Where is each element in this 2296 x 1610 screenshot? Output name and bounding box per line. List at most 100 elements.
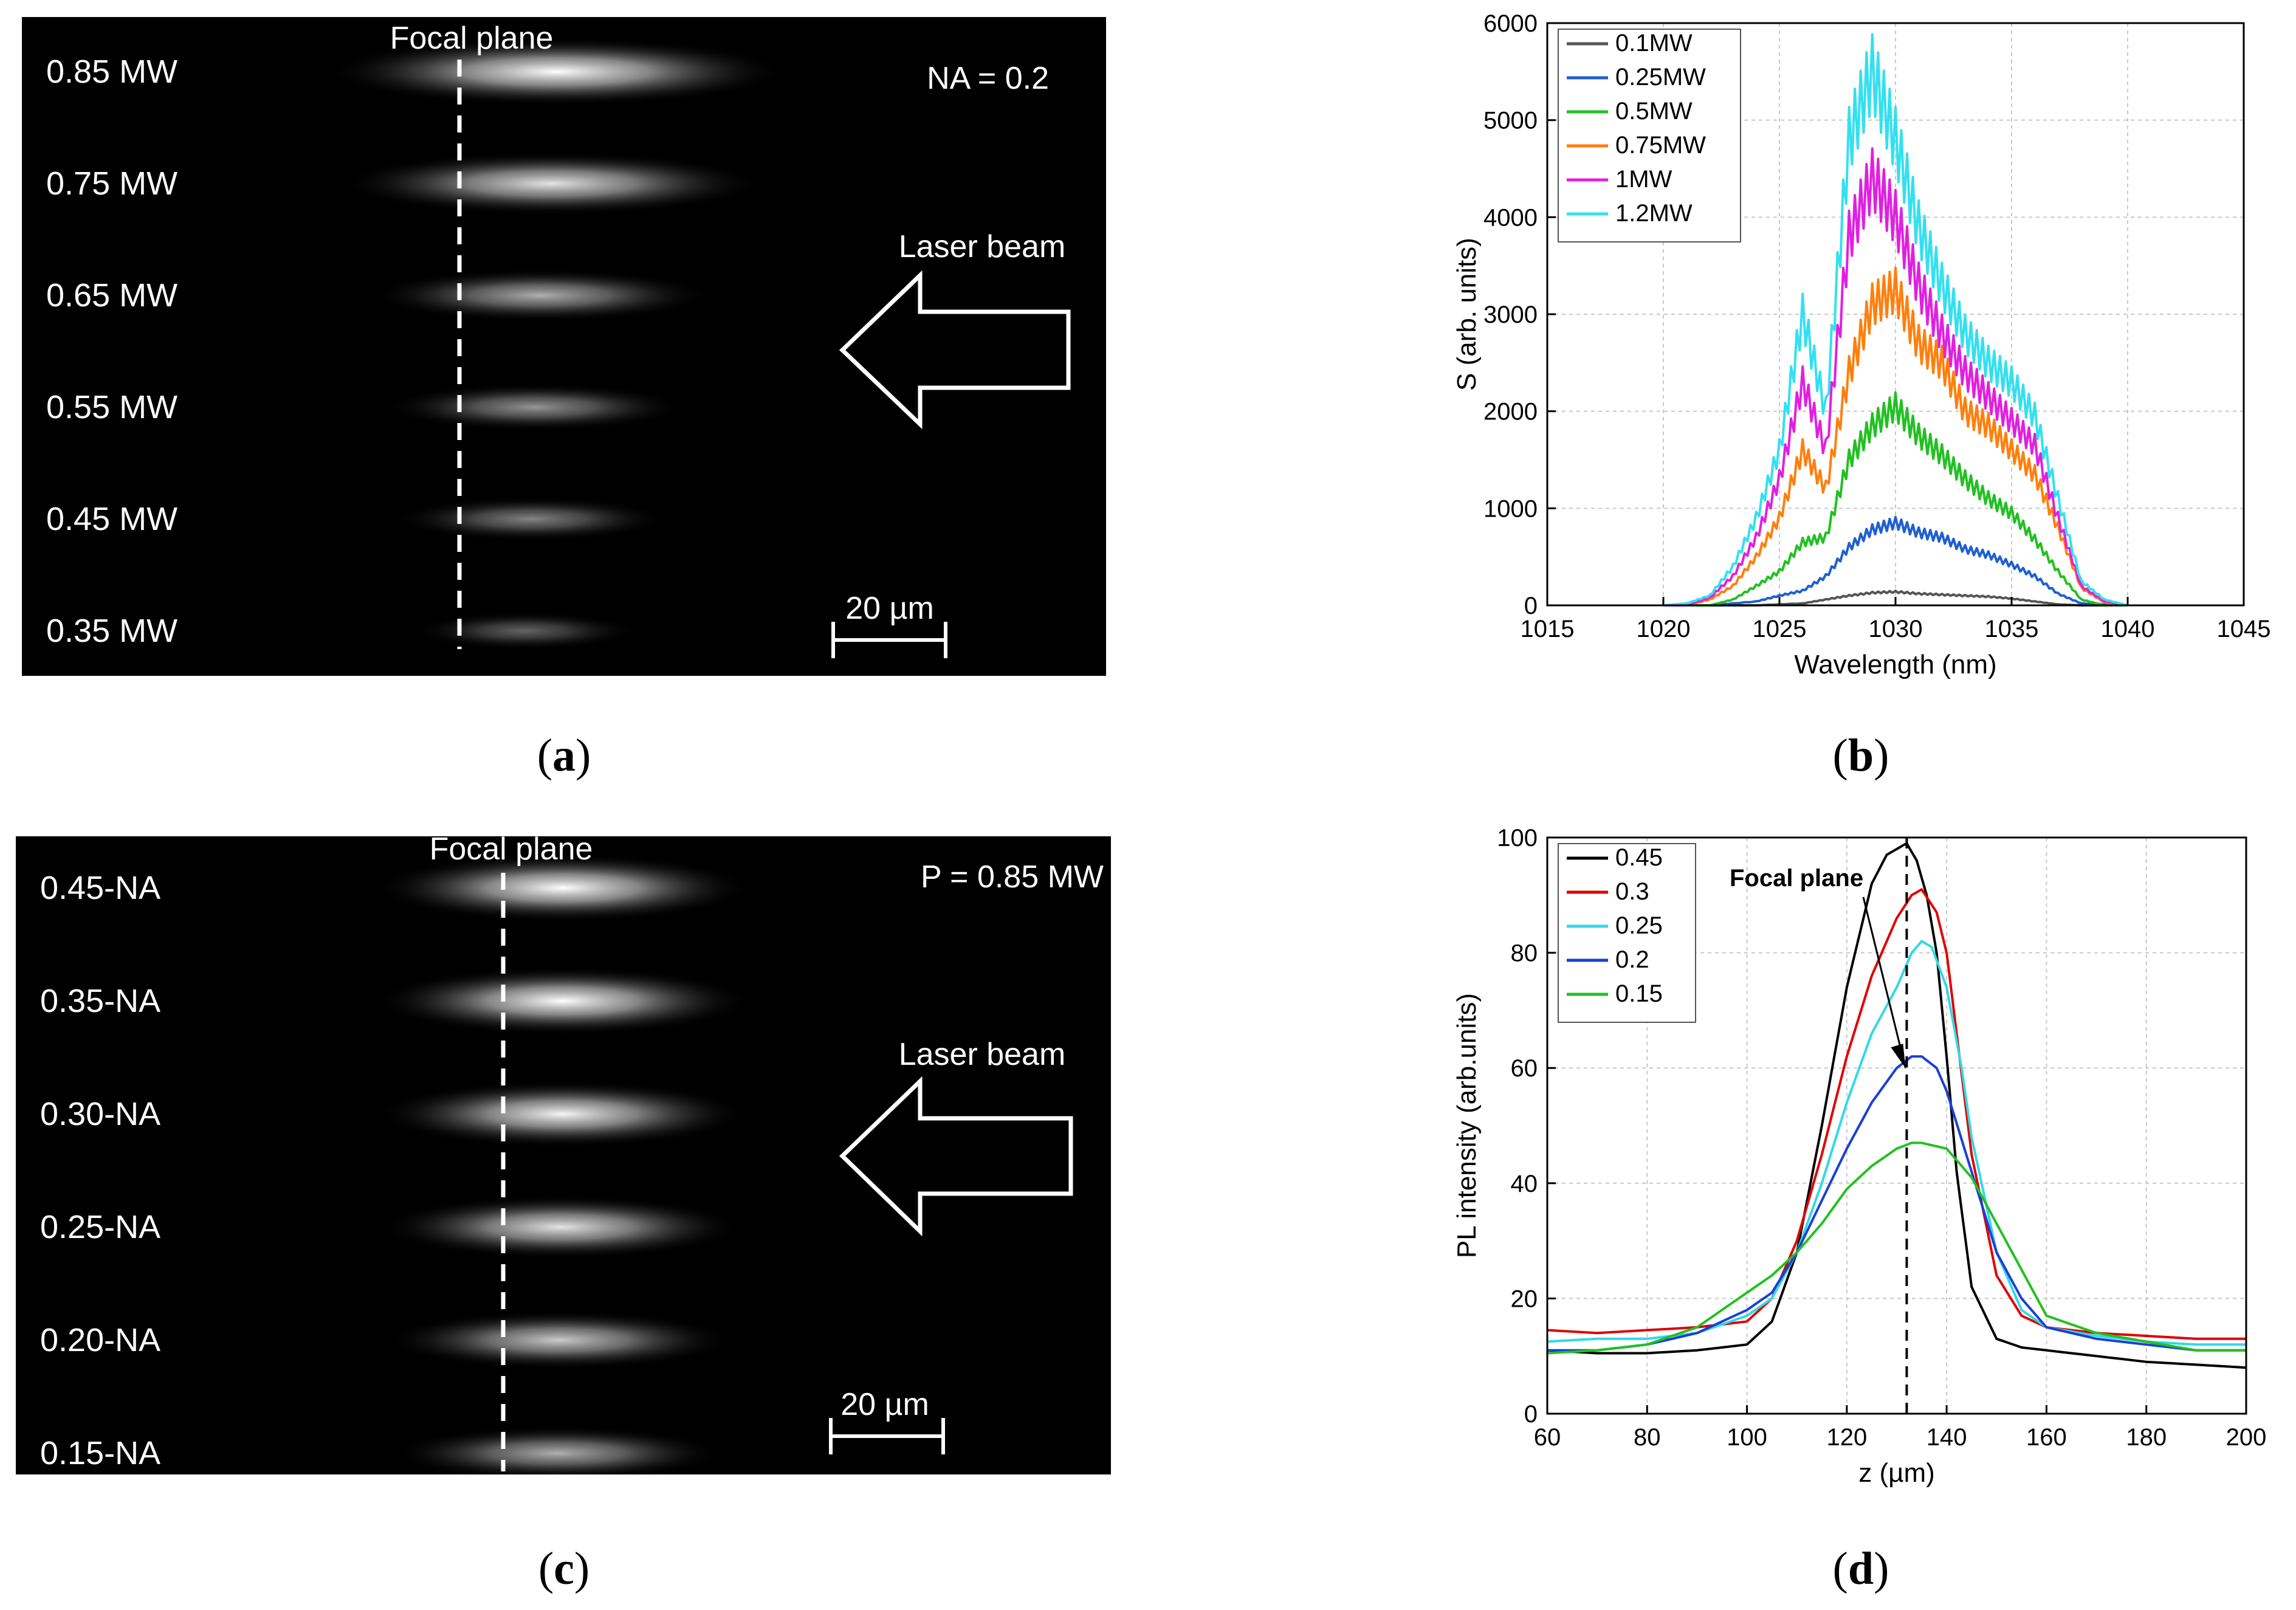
emission-spot — [385, 1310, 733, 1370]
series-line-0.1MW — [1663, 590, 2128, 607]
y-tick-label: 40 — [1511, 1171, 1538, 1197]
emission-spot — [391, 1426, 724, 1474]
caption-c: (c) — [538, 1543, 590, 1594]
series-line-1MW — [1663, 147, 2128, 607]
laser-direction-arrow-icon — [839, 270, 1071, 430]
legend-label: 1MW — [1615, 166, 1672, 193]
x-tick-label: 80 — [1634, 1424, 1661, 1451]
legend-label: 1.2MW — [1615, 200, 1693, 227]
scale-bar — [829, 1418, 945, 1454]
row-label: 0.85 MW — [46, 53, 177, 90]
laser-direction-arrow-icon — [839, 1076, 1073, 1237]
legend-label: 0.75MW — [1615, 132, 1706, 159]
row-label: 0.25-NA — [40, 1209, 160, 1245]
series-line-0.75MW — [1663, 266, 2128, 607]
x-tick-label: 100 — [1727, 1424, 1767, 1451]
series-line-0.5MW — [1663, 391, 2128, 607]
panel-c-image: 0.45-NA 0.35-NA 0.30-NA 0.25-NA 0.20-NA 0.15-… — [40, 836, 1104, 1474]
series-line-1.2MW — [1663, 33, 2128, 607]
panel-c-micrograph: 0.45-NA 0.35-NA 0.30-NA 0.25-NA 0.20-NA 0.15-… — [16, 836, 1111, 1474]
focal-plane-label: Focal plane — [390, 21, 554, 56]
y-tick-label: 0 — [1524, 593, 1538, 619]
legend-label: 0.45 — [1615, 844, 1663, 871]
y-tick-label: 0 — [1524, 1401, 1538, 1428]
arrowhead-icon — [1891, 1044, 1906, 1068]
legend-box — [1558, 843, 1696, 1023]
emission-spot — [384, 383, 686, 432]
series-line-0.2 — [1547, 1055, 2246, 1352]
legend-label: 0.5MW — [1615, 98, 1693, 125]
chart-b: 1015 1020 1025 1030 1035 1040 1045 0 1000 2000 300… — [1446, 0, 2296, 705]
emission-spot — [374, 967, 751, 1035]
row-label: 0.15-NA — [40, 1435, 160, 1471]
legend-label: 0.25MW — [1615, 64, 1706, 91]
x-tick-label: 60 — [1534, 1424, 1561, 1451]
emission-spot — [394, 497, 669, 542]
x-tick-label: 120 — [1826, 1424, 1867, 1451]
row-label: 0.20-NA — [40, 1322, 160, 1358]
series-line-0.25MW — [1663, 515, 2128, 607]
y-axis-label: S (arb. units) — [1452, 238, 1482, 391]
caption-a: (a) — [537, 730, 591, 781]
legend-box — [1558, 29, 1741, 243]
emission-spot — [340, 152, 762, 215]
row-label: 0.75 MW — [46, 165, 177, 202]
x-tick-label: 1040 — [2101, 616, 2155, 642]
x-tick-label: 1025 — [1753, 616, 1807, 642]
param-label: NA = 0.2 — [927, 61, 1049, 96]
focal-plane-annotation: Focal plane — [1730, 865, 1863, 892]
series-line-0.45 — [1547, 842, 2247, 1369]
scale-bar — [831, 622, 947, 658]
plot-frame — [1546, 836, 2247, 1415]
caption-d: (d) — [1832, 1543, 1889, 1594]
x-tick-label: 1030 — [1869, 616, 1923, 642]
x-tick-label: 1045 — [2217, 616, 2271, 642]
row-label: 0.35 MW — [46, 613, 177, 649]
legend-label: 0.1MW — [1615, 30, 1693, 57]
x-tick-label: 1020 — [1637, 616, 1691, 642]
legend-label: 0.3 — [1615, 878, 1649, 905]
legend-label: 0.25 — [1615, 912, 1663, 939]
y-tick-label: 5000 — [1483, 108, 1538, 134]
panel-a-micrograph: 0.85 MW 0.75 MW 0.65 MW 0.55 MW 0.45 MW 0.35 … — [22, 17, 1106, 676]
series-line-0.15 — [1547, 1141, 2246, 1355]
x-tick-label: 140 — [1927, 1424, 1967, 1451]
row-label: 0.30-NA — [40, 1096, 160, 1132]
annotation-arrow — [1862, 896, 1906, 1068]
row-label: 0.55 MW — [46, 389, 177, 425]
legend-label: 0.2 — [1615, 946, 1649, 973]
x-tick-label: 200 — [2226, 1424, 2267, 1451]
legend: 0.45 0.3 0.25 0.2 0.15 — [1558, 843, 1696, 1023]
emission-spot — [376, 1081, 748, 1147]
chart-b-svg: 1015 1020 1025 1030 1035 1040 1045 0 1000 2000 300… — [1452, 10, 2271, 679]
x-axis-label: z (µm) — [1858, 1458, 1935, 1488]
emission-spot — [326, 38, 788, 106]
emission-spot — [369, 269, 711, 322]
row-label: 0.35-NA — [40, 983, 160, 1019]
legend: 0.1MW 0.25MW 0.5MW 0.75MW 1MW 1.2MW — [1558, 29, 1741, 243]
x-axis-label: Wavelength (nm) — [1794, 650, 1996, 679]
chart-d: 60 80 100 120 140 160 180 200 0 20 40 60 80 100 z (µm)… — [1446, 814, 2296, 1513]
row-label: 0.65 MW — [46, 277, 177, 314]
chart-d-svg: 60 80 100 120 140 160 180 200 0 20 40 60 80 100 z (µm)… — [1452, 825, 2267, 1488]
y-tick-label: 60 — [1511, 1055, 1538, 1082]
row-label: 0.45-NA — [40, 870, 160, 906]
y-tick-label: 1000 — [1483, 495, 1538, 522]
y-tick-label: 3000 — [1483, 301, 1538, 328]
y-tick-label: 2000 — [1483, 399, 1538, 425]
emission-spot — [411, 611, 638, 650]
focal-plane-label: Focal plane — [430, 836, 593, 867]
panel-a-image: 0.85 MW 0.75 MW 0.65 MW 0.55 MW 0.45 MW 0.35 … — [46, 21, 1071, 658]
x-tick-label: 1015 — [1521, 616, 1575, 642]
scale-bar-label: 20 µm — [840, 1387, 929, 1422]
laser-beam-label: Laser beam — [899, 1037, 1066, 1072]
x-tick-label: 160 — [2026, 1424, 2067, 1451]
scale-bar-label: 20 µm — [845, 591, 934, 626]
y-tick-label: 80 — [1511, 940, 1538, 967]
caption-b: (b) — [1832, 730, 1889, 781]
y-tick-label: 4000 — [1483, 204, 1538, 231]
row-label: 0.45 MW — [46, 501, 177, 537]
legend-label: 0.15 — [1615, 980, 1663, 1007]
y-tick-label: 100 — [1497, 825, 1538, 851]
laser-beam-label: Laser beam — [899, 229, 1066, 264]
